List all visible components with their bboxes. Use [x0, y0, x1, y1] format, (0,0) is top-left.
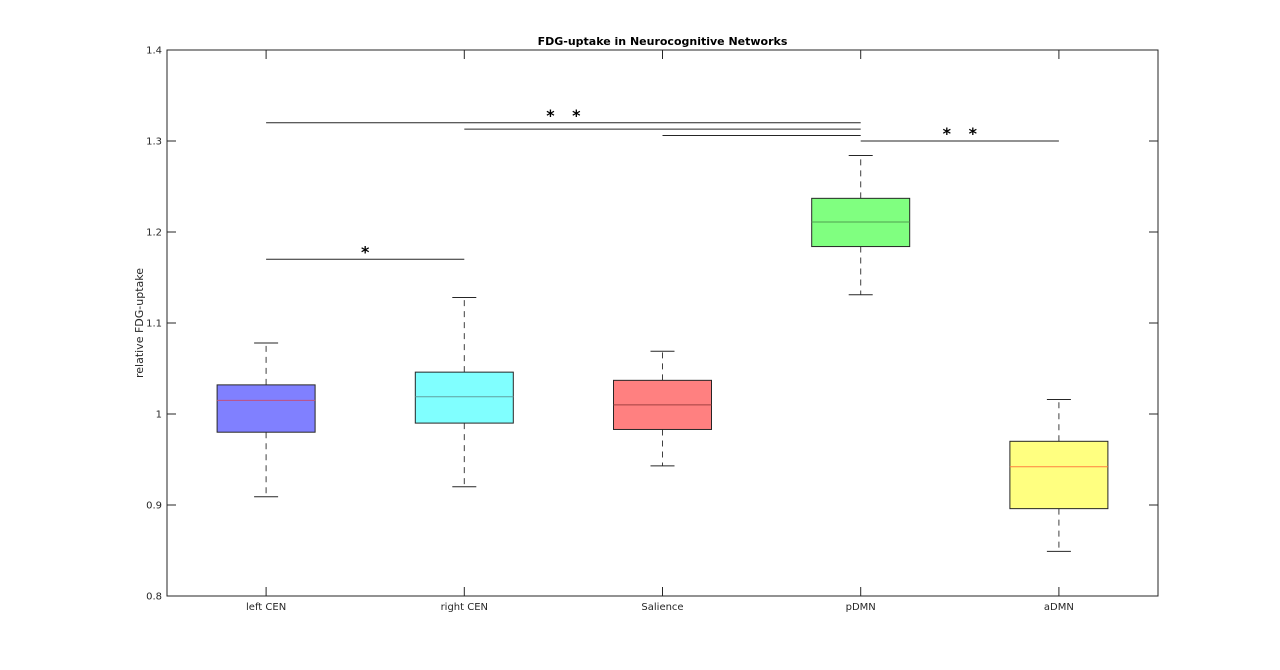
chart-title: FDG-uptake in Neurocognitive Networks	[538, 35, 788, 48]
y-tick-label: 1.3	[146, 137, 162, 148]
y-tick-label: 1.1	[146, 319, 162, 330]
significance-label: * *	[943, 124, 983, 143]
y-tick-label: 1.4	[146, 46, 162, 57]
box-right-cen	[414, 371, 514, 424]
y-axis-label: relative FDG-uptake	[133, 268, 146, 378]
x-tick-label: pDMN	[846, 602, 876, 613]
x-tick-label: Salience	[641, 602, 683, 613]
axes-frame	[166, 49, 1159, 597]
significance-label: *	[361, 242, 375, 261]
x-tick-label: left CEN	[246, 602, 286, 613]
y-tick-label: 1	[156, 410, 162, 421]
box-admn	[1009, 440, 1109, 510]
box-left-cen	[216, 384, 316, 433]
significance-label: * *	[546, 106, 586, 125]
x-tick-label: aDMN	[1044, 602, 1074, 613]
y-tick-label: 1.2	[146, 228, 162, 239]
y-tick-label: 0.8	[146, 592, 162, 603]
x-tick-label: right CEN	[441, 602, 488, 613]
y-tick-label: 0.9	[146, 501, 162, 512]
plot-area: 0.8 0.9 1 1.1 1.2 1.3 1.4 left CEN right CEN Sali…	[146, 46, 1159, 613]
